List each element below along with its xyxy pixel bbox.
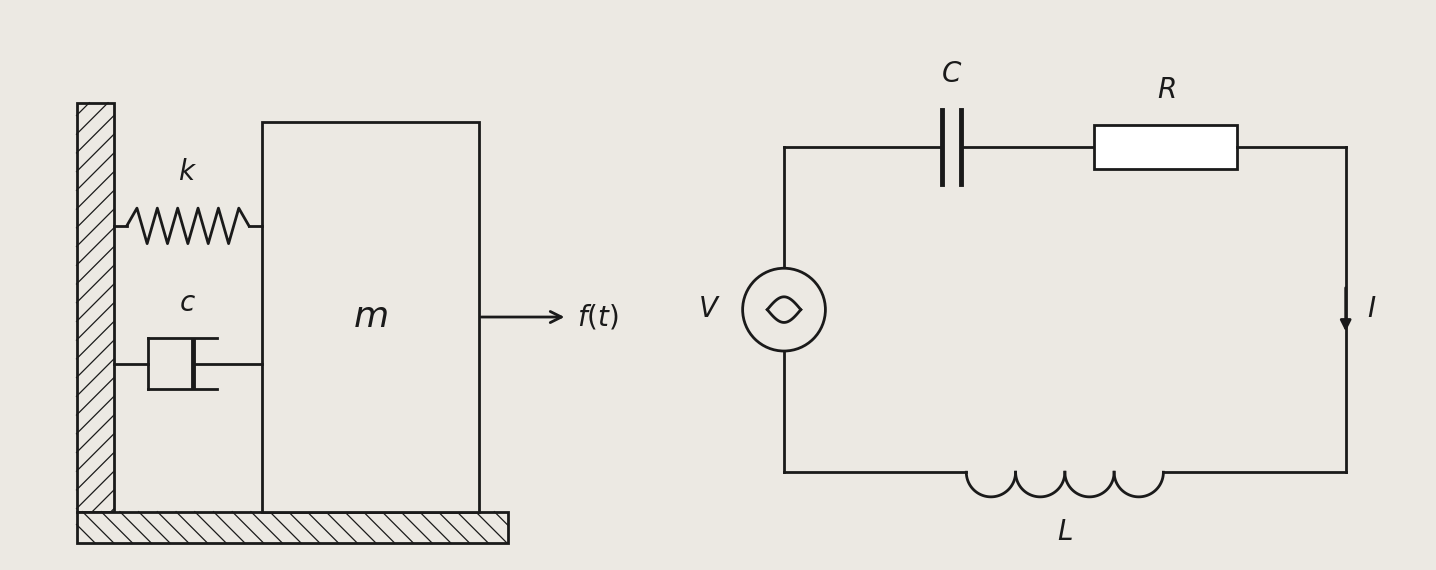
Text: $C$: $C$ [941, 61, 962, 88]
Bar [76, 103, 113, 512]
Text: $m$: $m$ [353, 300, 388, 334]
Bar [261, 123, 478, 512]
Bar [1094, 125, 1238, 169]
Text: $V$: $V$ [698, 296, 721, 323]
Text: $I$: $I$ [1367, 296, 1377, 323]
Text: $f(t)$: $f(t)$ [577, 303, 619, 332]
Text: $L$: $L$ [1057, 519, 1073, 545]
Circle shape [742, 268, 826, 351]
Bar [76, 512, 508, 543]
Text: $k$: $k$ [178, 160, 197, 186]
Text: $c$: $c$ [180, 290, 197, 316]
Text: $R$: $R$ [1156, 77, 1175, 104]
